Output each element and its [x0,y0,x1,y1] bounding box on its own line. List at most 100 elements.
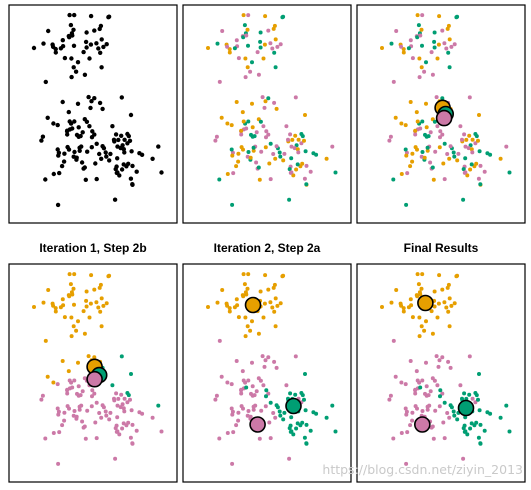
data-point [103,150,108,155]
data-point [65,132,70,137]
data-point [81,309,86,314]
centroid-cluster-1 [417,294,434,312]
data-point [114,429,119,434]
data-point [417,75,422,80]
data-point [104,42,109,47]
data-point [119,95,125,100]
data-point [485,151,490,156]
data-point [94,300,99,305]
data-point [244,385,249,390]
data-point [391,436,396,441]
data-point [251,145,256,150]
data-point [43,338,48,343]
data-point [271,26,276,31]
data-point [232,46,237,51]
data-point [291,432,296,437]
data-point [474,161,479,166]
data-point [438,388,443,393]
data-point [239,132,244,137]
data-point [65,391,70,396]
data-point [51,303,56,308]
data-point [284,124,289,129]
data-point [415,294,420,299]
data-point [229,123,234,128]
data-point [462,132,467,137]
data-point [431,177,436,182]
data-point [234,359,239,363]
data-point [415,35,420,40]
data-point [99,156,104,161]
data-point [330,403,335,408]
data-point [428,130,433,135]
data-point [255,50,260,55]
data-point [67,294,72,299]
data-point [268,436,273,441]
data-point [432,39,437,44]
data-point [419,324,424,329]
data-point [266,287,271,292]
data-point [429,309,434,314]
data-point [424,101,428,106]
data-point [413,145,418,150]
data-point [399,303,404,308]
data-point [55,122,60,128]
data-point [46,288,51,292]
data-point [303,113,307,117]
data-point [134,428,139,433]
data-point [134,169,139,174]
data-point [420,150,425,154]
data-point [236,159,241,164]
data-point [414,110,419,115]
data-point [270,305,275,310]
panel-title-final: Final Results [404,241,479,255]
data-point [272,309,277,314]
data-point [410,56,415,61]
data-point [227,309,232,314]
data-point [32,305,36,309]
data-point [97,411,102,415]
data-point [58,46,64,51]
data-point [415,378,420,383]
data-point [422,155,427,160]
data-point [87,56,92,61]
data-point [113,456,118,461]
data-point [446,23,451,28]
plot-frame [356,263,526,483]
data-point [272,359,277,364]
data-point [281,14,286,19]
data-point [72,272,77,277]
plot-frame [182,4,352,224]
data-point [103,409,108,414]
data-point [449,303,454,308]
data-point [440,96,445,101]
data-point [245,65,250,70]
data-point [88,105,93,111]
data-point [100,106,105,112]
data-point [75,60,81,65]
data-point [108,410,113,415]
data-point [467,392,472,397]
data-point [282,151,287,156]
data-point [467,133,472,138]
data-point [268,400,273,405]
data-point [420,378,425,383]
plot-frame [8,263,178,483]
data-point [240,110,245,115]
data-point [89,135,95,140]
data-point [217,338,222,343]
data-point [234,423,239,428]
data-point [206,46,210,50]
data-point [470,396,475,401]
data-point [456,151,461,156]
data-point [300,420,305,425]
data-point [394,288,399,292]
data-point [77,407,82,412]
data-point [113,426,118,431]
data-point [74,328,79,333]
data-point [264,394,268,399]
data-point [241,294,246,299]
data-point [420,43,424,48]
data-point [245,27,250,32]
data-point [57,170,62,176]
data-point [51,171,56,177]
